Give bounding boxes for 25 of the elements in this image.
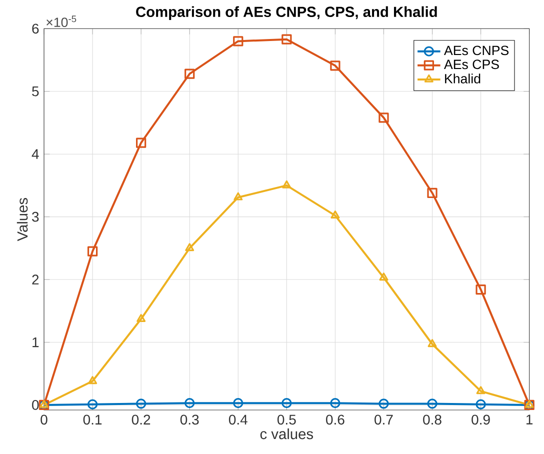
legend-label: AEs CPS <box>444 60 499 70</box>
y-tick-label: 2 <box>32 274 39 284</box>
chart-title: Comparison of AEs CNPS, CPS, and Khalid <box>136 6 437 20</box>
text: ×10$^{-5}$ <box>46 16 76 28</box>
y-tick-label: 5 <box>32 86 39 96</box>
legend-label: Khalid <box>445 74 480 84</box>
x-tick-label: 0.5 <box>277 414 296 425</box>
x-tick-label: 0.8 <box>423 414 442 425</box>
x-tick-label: 0.1 <box>83 414 102 425</box>
y-tick-label: 0 <box>32 400 39 410</box>
legend-label: AEs CNPS <box>444 46 509 56</box>
x-tick-label: 0 <box>40 414 48 425</box>
x-axis-title: c values <box>260 428 314 440</box>
y-axis-title: Values <box>16 198 28 242</box>
y-tick-label: 3 <box>32 212 39 222</box>
x-tick-label: 0.6 <box>326 414 344 425</box>
y-tick-label: 6 <box>32 24 39 34</box>
x-tick-label: 0.7 <box>374 414 393 425</box>
x-tick-label: 0.4 <box>228 414 248 425</box>
x-tick-label: 0.2 <box>132 414 150 425</box>
x-tick-label: 1 <box>526 414 533 424</box>
x-tick-label: 0.3 <box>180 414 199 425</box>
y-tick-label: 4 <box>32 149 39 159</box>
y-tick-label: 1 <box>32 337 39 348</box>
x-tick-label: 0.9 <box>472 414 490 425</box>
